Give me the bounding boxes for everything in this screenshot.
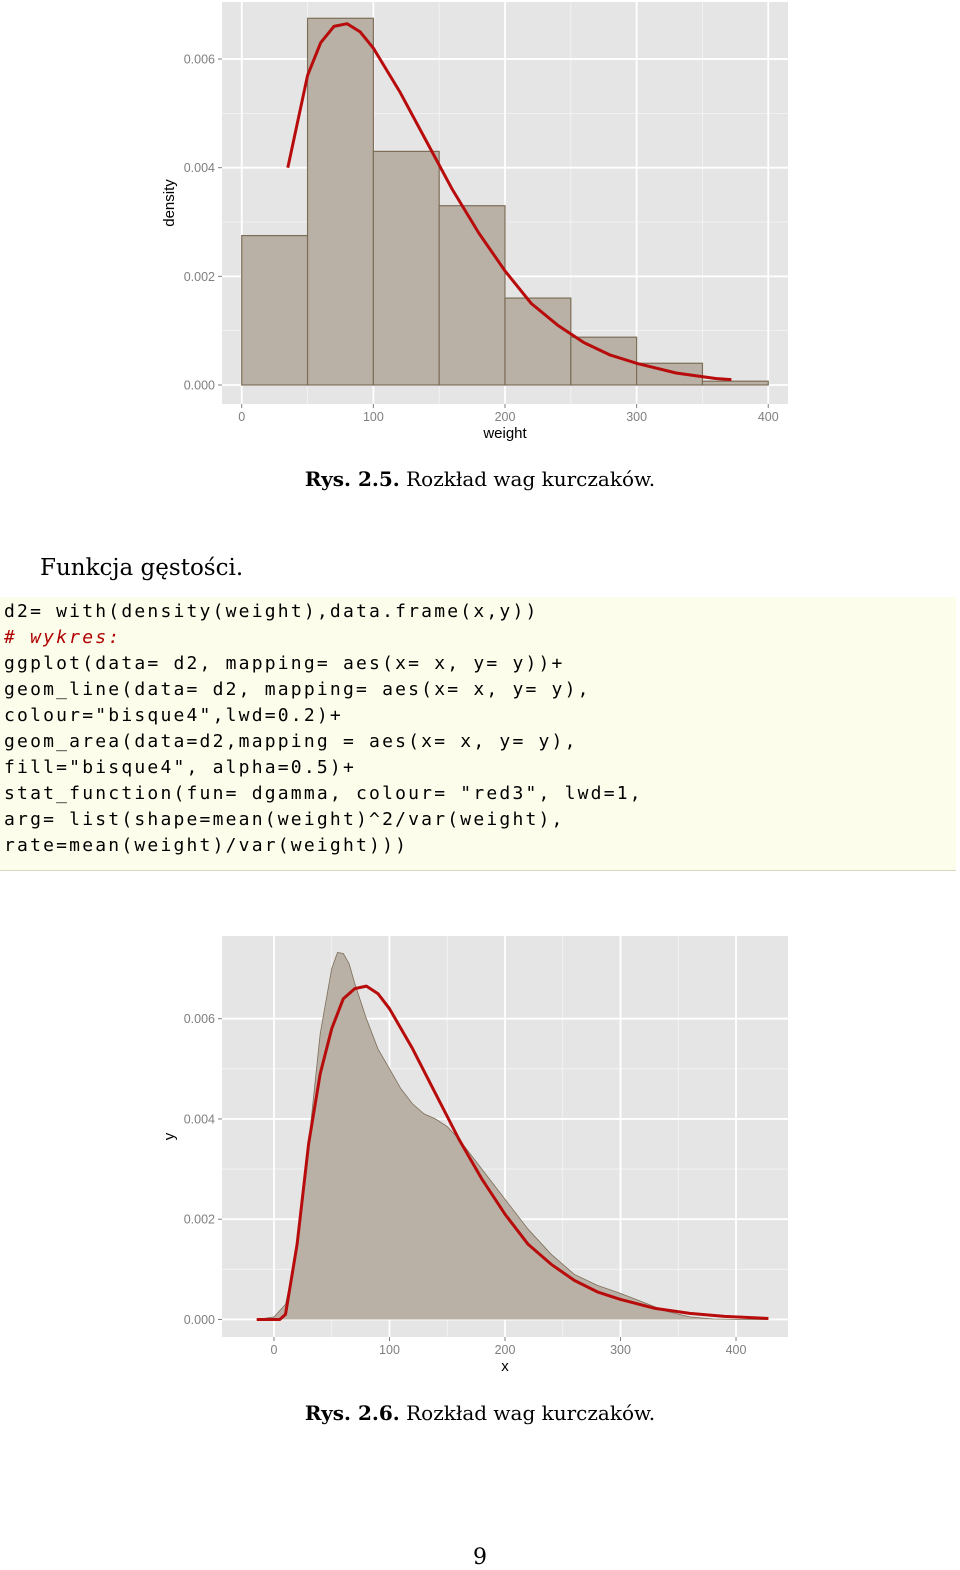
code-line: arg= list(shape=mean(weight)^2/var(weigh… [4,809,565,830]
x-tick-label: 100 [363,410,384,424]
figure-caption-label: Rys. 2.5. [304,467,400,491]
histogram-weight-density-chart: 0 100 200 300 400 0.000 0.002 0.004 0.006 weight d… [161,2,788,442]
histogram-bar [438,205,506,386]
x-axis-label: x [501,1358,509,1375]
page-number: 9 [473,1545,487,1570]
x-tick-label: 300 [610,1343,631,1357]
density-area-chart: 0 100 200 300 400 0.000 0.002 0.004 0.006 x y [161,936,788,1375]
figure-caption-text: Rozkład wag kurczaków. [406,467,656,491]
x-tick-label: 400 [758,410,779,424]
x-tick-label: 200 [495,410,516,424]
y-axis-label: density [161,179,178,227]
code-line: geom_line(data= d2, mapping= aes(x= x, y… [4,679,591,700]
code-block: d2= with(density(weight),data.frame(x,y)… [0,597,956,871]
density-area [256,952,769,1320]
histogram-bar [701,380,769,386]
histogram-bar [241,234,309,386]
x-tick-label: 400 [726,1343,747,1357]
code-line: stat_function(fun= dgamma, colour= "red3… [4,783,643,804]
figure-caption-2-6: Rys. 2.6. Rozkład wag kurczaków. [0,1401,960,1425]
y-tick-label: 0.000 [184,1313,215,1327]
paragraph-text: Funkcja gęstości. [40,555,244,581]
y-tick-label: 0.004 [184,1112,215,1126]
code-line: rate=mean(weight)/var(weight))) [4,835,409,856]
x-tick-label: 0 [271,1343,278,1357]
code-line: # wykres: [4,627,122,648]
figure-caption-text: Rozkład wag kurczaków. [406,1401,656,1425]
x-tick-label: 200 [495,1343,516,1357]
y-tick-label: 0.002 [184,1213,215,1227]
density-area-outline [256,952,769,1320]
gamma-density-curve [286,22,732,382]
code-line: geom_area(data=d2,mapping = aes(x= x, y=… [4,731,578,752]
y-tick-label: 0.000 [184,378,215,392]
x-axis-label: weight [482,425,527,442]
histogram-bar [372,150,440,386]
y-tick-label: 0.002 [184,270,215,284]
y-tick-label: 0.004 [184,161,215,175]
x-tick-label: 0 [238,410,245,424]
y-tick-label: 0.006 [184,1012,215,1026]
figure-caption-2-5: Rys. 2.5. Rozkład wag kurczaków. [0,467,960,491]
figure-caption-label: Rys. 2.6. [304,1401,400,1425]
x-tick-label: 100 [379,1343,400,1357]
x-tick-label: 300 [626,410,647,424]
histogram-bar [504,297,572,386]
y-tick-label: 0.006 [184,53,215,67]
code-line: d2= with(density(weight),data.frame(x,y)… [4,601,539,622]
gamma-density-curve [256,984,769,1321]
histogram-bar [306,17,374,386]
y-axis-label: y [161,1132,178,1140]
code-line: ggplot(data= d2, mapping= aes(x= x, y= y… [4,653,565,674]
code-line: fill="bisque4", alpha=0.5)+ [4,757,356,778]
code-line: colour="bisque4",lwd=0.2)+ [4,705,343,726]
